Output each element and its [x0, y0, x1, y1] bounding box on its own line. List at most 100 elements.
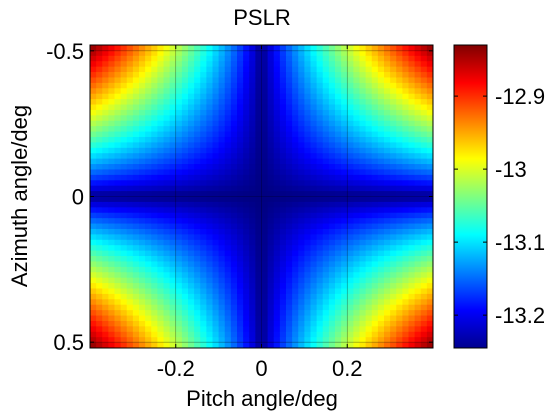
- heatmap-cell: [365, 115, 373, 122]
- heatmap-cell: [279, 223, 287, 230]
- heatmap-cell: [206, 45, 214, 52]
- heatmap-cell: [114, 288, 122, 295]
- heatmap-cell: [273, 104, 281, 111]
- heatmap-cell: [261, 45, 269, 52]
- heatmap-cell: [132, 277, 140, 284]
- heatmap-cell: [108, 266, 116, 273]
- heatmap-cell: [194, 223, 201, 230]
- heatmap-cell: [249, 45, 256, 52]
- heatmap-cell: [157, 299, 165, 306]
- heatmap-cell: [347, 142, 354, 149]
- heatmap-cell: [390, 50, 397, 57]
- heatmap-cell: [108, 77, 116, 84]
- heatmap-cell: [249, 169, 256, 176]
- heatmap-cell: [267, 310, 275, 317]
- heatmap-cell: [298, 109, 305, 116]
- heatmap-cell: [230, 207, 238, 214]
- heatmap-cell: [90, 185, 97, 192]
- heatmap-cell: [151, 115, 158, 122]
- heatmap-cell: [224, 256, 232, 263]
- heatmap-cell: [298, 88, 305, 95]
- heatmap-cell: [371, 61, 379, 68]
- heatmap-cell: [90, 158, 97, 165]
- heatmap-cell: [139, 164, 146, 171]
- heatmap-cell: [218, 77, 226, 84]
- heatmap-cell: [200, 218, 207, 225]
- heatmap-cell: [243, 109, 250, 116]
- heatmap-cell: [90, 201, 97, 208]
- heatmap-cell: [328, 66, 336, 73]
- heatmap-cell: [212, 174, 220, 181]
- heatmap-cell: [224, 104, 232, 111]
- heatmap-cell: [126, 277, 134, 284]
- heatmap-cell: [347, 120, 354, 127]
- heatmap-cell: [230, 337, 238, 344]
- heatmap-cell: [145, 185, 152, 192]
- heatmap-cell: [249, 180, 256, 187]
- heatmap-cell: [310, 201, 318, 208]
- heatmap-cell: [328, 153, 336, 160]
- heatmap-cell: [255, 109, 263, 116]
- heatmap-cell: [371, 342, 379, 348]
- heatmap-cell: [169, 342, 177, 348]
- heatmap-cell: [396, 158, 403, 165]
- heatmap-cell: [90, 315, 97, 322]
- heatmap-cell: [396, 250, 403, 257]
- heatmap-cell: [90, 223, 97, 230]
- heatmap-cell: [96, 234, 103, 241]
- heatmap-cell: [316, 136, 324, 143]
- heatmap-cell: [90, 147, 97, 154]
- heatmap-cell: [261, 337, 269, 344]
- heatmap-cell: [377, 126, 385, 133]
- heatmap-cell: [102, 266, 109, 273]
- heatmap-cell: [132, 88, 140, 95]
- heatmap-cell: [230, 164, 238, 171]
- heatmap-cell: [420, 99, 428, 106]
- heatmap-cell: [384, 61, 391, 68]
- heatmap-cell: [243, 66, 250, 73]
- heatmap-cell: [402, 136, 410, 143]
- heatmap-cell: [371, 82, 379, 89]
- heatmap-cell: [359, 93, 367, 100]
- heatmap-cell: [139, 109, 146, 116]
- heatmap-cell: [163, 120, 171, 127]
- heatmap-cell: [114, 142, 122, 149]
- heatmap-cell: [396, 169, 403, 176]
- heatmap-cell: [169, 218, 177, 225]
- heatmap-cell: [163, 153, 171, 160]
- heatmap-cell: [402, 50, 410, 57]
- heatmap-cell: [249, 320, 256, 327]
- heatmap-cell: [328, 164, 336, 171]
- heatmap-cell: [273, 266, 281, 273]
- heatmap-cell: [286, 147, 293, 154]
- heatmap-cell: [286, 66, 293, 73]
- heatmap-cell: [212, 337, 220, 344]
- heatmap-cell: [230, 277, 238, 284]
- heatmap-cell: [304, 245, 312, 252]
- heatmap-cell: [212, 120, 220, 127]
- heatmap-cell: [328, 293, 336, 300]
- heatmap-cell: [279, 180, 287, 187]
- heatmap-cell: [341, 66, 348, 73]
- heatmap-cell: [157, 99, 165, 106]
- heatmap-cell: [322, 201, 330, 208]
- heatmap-cell: [341, 304, 348, 311]
- heatmap-cell: [292, 228, 299, 235]
- heatmap-cell: [347, 104, 354, 111]
- heatmap-cell: [402, 250, 410, 257]
- heatmap-cell: [426, 147, 433, 154]
- heatmap-cell: [267, 245, 275, 252]
- heatmap-cell: [206, 120, 214, 127]
- heatmap-cell: [120, 234, 128, 241]
- heatmap-cell: [316, 72, 324, 79]
- heatmap-cell: [335, 337, 342, 344]
- heatmap-cell: [175, 288, 183, 295]
- heatmap-cell: [420, 212, 428, 219]
- heatmap-cell: [347, 342, 354, 348]
- heatmap-cell: [316, 256, 324, 263]
- heatmap-cell: [249, 158, 256, 165]
- heatmap-cell: [224, 66, 232, 73]
- heatmap-cell: [188, 164, 195, 171]
- heatmap-cell: [224, 207, 232, 214]
- heatmap-cell: [188, 272, 195, 279]
